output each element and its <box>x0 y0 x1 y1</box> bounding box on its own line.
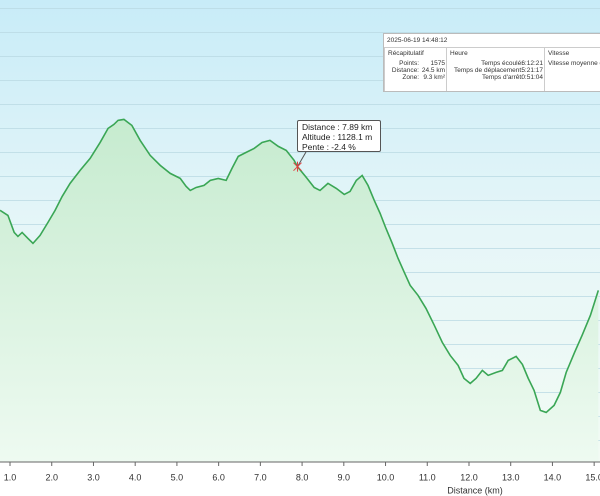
column-title: Récapitulatif <box>388 50 424 57</box>
summary-value: 6:12:21 <box>521 60 543 67</box>
line <box>0 118 600 414</box>
tooltip: Distance : 7.89 km Altitude : 1128.1 m Pen… <box>297 120 381 152</box>
x-tick-label: 7.0 <box>254 472 267 482</box>
area <box>0 119 599 463</box>
column-title: Vitesse <box>548 50 570 57</box>
summary-panel: 2025-06-19 14:48:12 Récapitulatif Points:… <box>383 33 600 92</box>
tooltip-line: Distance : 7.89 km <box>302 122 373 132</box>
x-tick-label: 13.0 <box>502 472 520 482</box>
tooltip-line: Pente : -2.4 % <box>302 142 356 152</box>
x-tick-label: 10.0 <box>377 472 395 482</box>
tooltip-pointer <box>297 151 307 167</box>
summary-value: 1575 <box>430 60 445 67</box>
tooltip-marker <box>293 161 302 172</box>
x-tick-label: 9.0 <box>338 472 351 482</box>
x-tick-label: 5.0 <box>171 472 184 482</box>
summary-column: Récapitulatif Points: 1575 Distance: 24.5 km… <box>384 47 447 91</box>
summary-value: 0:51:04 <box>521 74 543 81</box>
summary-value: 24.5 km <box>421 67 445 74</box>
x-tick-label: 11.0 <box>419 472 436 482</box>
x-tick-label: 14.0 <box>544 472 562 482</box>
x-tick-label: 8.0 <box>296 472 309 482</box>
summary-label: Temps écoulé: <box>481 60 523 67</box>
column-title: Heure <box>450 50 468 57</box>
x-tick-label: 1.0 <box>4 472 17 482</box>
summary-label: Distance: <box>391 67 419 74</box>
summary-label: Vitesse moyenne dép <box>548 60 600 67</box>
timestamp: 2025-06-19 14:48:12 <box>387 37 448 44</box>
summary-value: 5:21:17 <box>521 67 543 74</box>
tooltip-line: Altitude : 1128.1 m <box>302 132 373 142</box>
summary-label: Temps de déplacement: <box>453 67 523 74</box>
summary-label: Zone: <box>402 74 419 81</box>
x-tick-label: 6.0 <box>212 472 225 482</box>
summary-label: Temps d'arrêt: <box>482 74 523 81</box>
x-tick-label: 3.0 <box>87 472 100 482</box>
x-tick-label: 12.0 <box>460 472 478 482</box>
x-tick-label: 2.0 <box>45 472 58 482</box>
summary-value: 9.3 km² <box>423 74 445 81</box>
summary-label: Points: <box>399 60 419 67</box>
x-tick-label: 15.0 <box>585 472 600 482</box>
summary-column: Heure Temps écoulé: 6:12:21 Temps de déplac… <box>446 47 545 91</box>
x-tick-label: 4.0 <box>129 472 142 482</box>
summary-column: Vitesse Vitesse moyenne dép <box>544 47 600 91</box>
x-axis-label: Distance (km) <box>447 485 503 495</box>
